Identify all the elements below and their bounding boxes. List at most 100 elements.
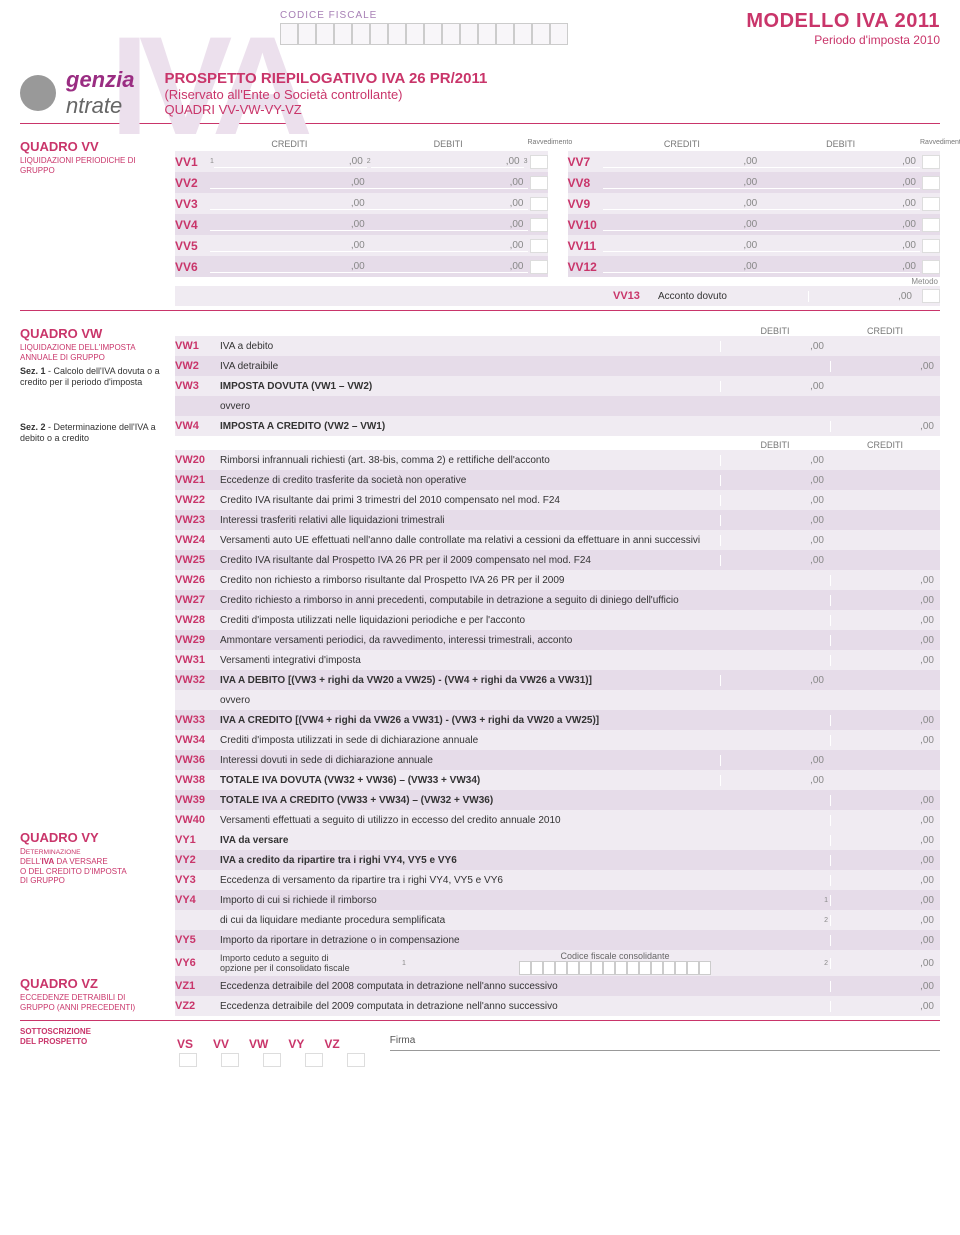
footer-quadro-checkbox[interactable] [305,1053,323,1067]
ravvedimento-checkbox[interactable] [530,197,548,211]
crediti-value[interactable]: ,00 [830,715,940,726]
vv-debiti-value[interactable]: ,00 [369,198,528,210]
value-field[interactable]: ,00 [830,981,940,992]
ravvedimento-checkbox[interactable] [530,176,548,190]
ravvedimento-checkbox[interactable] [922,260,940,274]
vv-code: VV6 [175,260,210,274]
form-row: ovvero [175,396,940,416]
quadro-vz-subtitle: ECCEDENZE DETRAIBILI DIGRUPPO (ANNI PREC… [20,993,167,1012]
debiti-value[interactable]: ,00 [720,555,830,566]
vv-debiti-value[interactable]: ,00 [369,240,528,252]
value-field[interactable]: ,00 [830,935,940,946]
vv-crediti-value[interactable]: ,00 [210,198,369,210]
vv-debiti-value[interactable]: ,00 [761,156,920,168]
debiti-value[interactable]: ,00 [720,455,830,466]
quadro-vy-title: QUADRO VY [20,830,167,845]
footer-quadro-checkbox[interactable] [221,1053,239,1067]
vv-debiti-value[interactable]: ,00 [371,156,524,168]
ravvedimento-checkbox[interactable] [530,260,548,274]
debiti-value[interactable]: ,00 [720,495,830,506]
vv-debiti-value[interactable]: ,00 [761,219,920,231]
footer-quadro-checkbox[interactable] [263,1053,281,1067]
vv-debiti-value[interactable]: ,00 [761,240,920,252]
crediti-value[interactable]: ,00 [830,575,940,586]
crediti-value[interactable]: ,00 [830,655,940,666]
vv-crediti-value[interactable]: ,00 [603,240,762,252]
debiti-value[interactable]: ,00 [720,775,830,786]
cf-consolidante-input[interactable] [519,961,711,975]
row-code: VY6 [175,957,220,969]
crediti-value[interactable]: ,00 [830,421,940,432]
value-field[interactable]: ,00 [830,895,940,906]
vv-debiti-value[interactable]: ,00 [369,261,528,273]
footer-quadro-label: VZ [324,1037,339,1051]
vv-crediti-value[interactable]: ,00 [210,240,369,252]
ravvedimento-checkbox[interactable] [922,155,940,169]
col-crediti: CREDITI [210,139,369,149]
value-field[interactable]: ,00 [830,915,940,926]
value-field[interactable]: ,00 [830,835,940,846]
form-row: ovvero [175,690,940,710]
vv-debiti-value[interactable]: ,00 [369,219,528,231]
crediti-value[interactable]: ,00 [830,615,940,626]
vy6-row: VY6 Importo ceduto a seguito di opzione … [175,950,940,976]
crediti-value[interactable]: ,00 [830,735,940,746]
vv-crediti-value[interactable]: ,00 [603,198,762,210]
form-row: VW38 TOTALE IVA DOVUTA (VW32 + VW36) – (… [175,770,940,790]
crediti-value[interactable]: ,00 [830,635,940,646]
form-row: VW34 Crediti d'imposta utilizzati in sed… [175,730,940,750]
form-row: VW22 Credito IVA risultante dai primi 3 … [175,490,940,510]
ravvedimento-checkbox[interactable] [922,197,940,211]
col-crediti: CREDITI [603,139,762,149]
debiti-value[interactable]: ,00 [720,535,830,546]
ravvedimento-checkbox[interactable] [530,218,548,232]
debiti-value[interactable]: ,00 [720,675,830,686]
vv-debiti-value[interactable]: ,00 [761,177,920,189]
footer-quadro-checkbox[interactable] [347,1053,365,1067]
vv-code: VV11 [568,239,603,253]
form-row: VW39 TOTALE IVA A CREDITO (VW33 + VW34) … [175,790,940,810]
vv-crediti-value[interactable]: ,00 [214,156,367,168]
row-code: VW32 [175,674,220,686]
cf-boxes[interactable] [280,23,568,45]
crediti-value[interactable]: ,00 [830,595,940,606]
row-code: VW25 [175,554,220,566]
debiti-value[interactable]: ,00 [720,475,830,486]
value-field[interactable]: ,00 [830,958,940,969]
debiti-value[interactable]: ,00 [720,755,830,766]
row-desc: IVA a debito [220,341,720,352]
value-field[interactable]: ,00 [830,1001,940,1012]
vv-debiti-value[interactable]: ,00 [761,261,920,273]
firma-line[interactable]: Firma [390,1035,940,1051]
vv-crediti-value[interactable]: ,00 [210,261,369,273]
debiti-value[interactable]: ,00 [720,341,830,352]
vv-code: VV2 [175,176,210,190]
cf-consolidante-label: Codice fiscale consolidante [408,951,822,975]
value-field[interactable]: ,00 [830,875,940,886]
crediti-value[interactable]: ,00 [830,795,940,806]
footer-quadro-checkbox[interactable] [179,1053,197,1067]
crediti-value[interactable]: ,00 [830,361,940,372]
vv-crediti-value[interactable]: ,00 [210,219,369,231]
ravvedimento-checkbox[interactable] [922,218,940,232]
vv13-value[interactable]: ,00 [808,291,918,302]
ravvedimento-checkbox[interactable] [922,239,940,253]
vv-crediti-value[interactable]: ,00 [603,156,762,168]
vv-debiti-value[interactable]: ,00 [369,177,528,189]
vv-crediti-value[interactable]: ,00 [603,219,762,231]
debiti-value[interactable]: ,00 [720,381,830,392]
vv-debiti-value[interactable]: ,00 [761,198,920,210]
ravvedimento-checkbox[interactable] [530,239,548,253]
vv-code: VV10 [568,218,603,232]
metodo-box[interactable] [922,289,940,303]
ravvedimento-checkbox[interactable] [922,176,940,190]
debiti-value[interactable]: ,00 [720,515,830,526]
vv-crediti-value[interactable]: ,00 [210,177,369,189]
ravvedimento-checkbox[interactable] [530,155,548,169]
value-field[interactable]: ,00 [830,855,940,866]
vv-crediti-value[interactable]: ,00 [603,177,762,189]
row-code: VW1 [175,340,220,352]
vv-crediti-value[interactable]: ,00 [603,261,762,273]
vz-row: VZ2 Eccedenza detraibile del 2009 comput… [175,996,940,1016]
crediti-value[interactable]: ,00 [830,815,940,826]
